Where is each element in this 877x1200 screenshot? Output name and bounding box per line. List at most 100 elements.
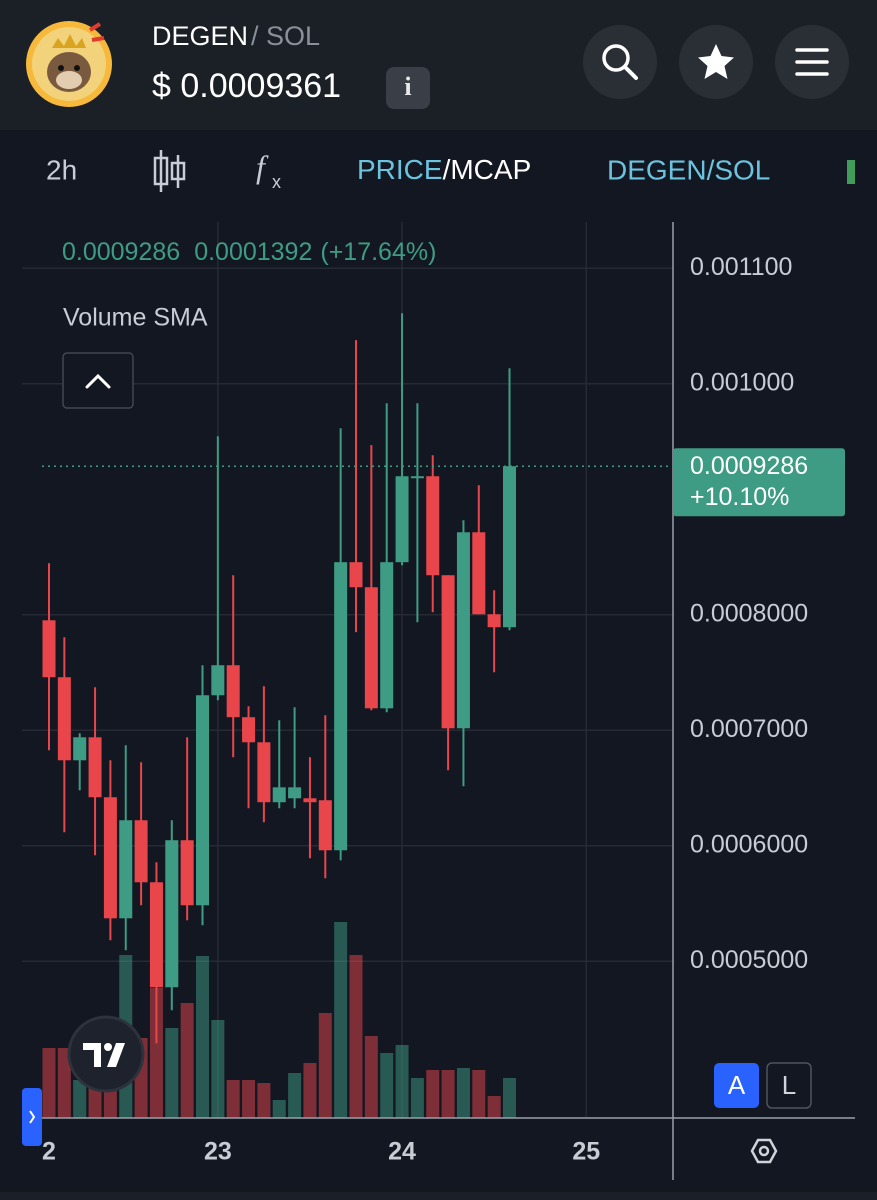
stat-change-pct: (+17.64%) bbox=[320, 238, 436, 266]
volume-bar bbox=[303, 1063, 317, 1118]
candle-body bbox=[410, 476, 424, 479]
volume-bar bbox=[441, 1070, 455, 1118]
svg-text:x: x bbox=[272, 172, 281, 192]
candle-body bbox=[42, 620, 56, 678]
candle-body bbox=[73, 737, 87, 761]
y-tick-label: 0.0005000 bbox=[690, 946, 808, 974]
candle-body bbox=[487, 614, 501, 628]
candle-body bbox=[318, 800, 332, 851]
stat-change: 0.0001392 bbox=[194, 238, 312, 266]
indicator-legend: Volume SMA bbox=[63, 304, 208, 332]
pair-toggle[interactable]: DEGEN/SOL bbox=[607, 154, 770, 185]
candle-body bbox=[441, 575, 455, 729]
chart-type-button[interactable] bbox=[153, 150, 186, 192]
candle-body bbox=[303, 798, 317, 803]
volume-bar bbox=[272, 1100, 286, 1118]
last-price-label: 0.0009286 bbox=[690, 452, 808, 480]
quote-symbol: / SOL bbox=[251, 21, 320, 51]
volume-bar bbox=[211, 1020, 225, 1118]
token-avatar bbox=[26, 21, 112, 107]
volume-bar bbox=[472, 1070, 486, 1118]
candle-body bbox=[149, 882, 163, 988]
log-scale-label: L bbox=[782, 1070, 796, 1100]
tradingview-logo[interactable] bbox=[67, 1015, 145, 1093]
x-tick-label: 2 bbox=[42, 1138, 56, 1166]
side-panel-tab[interactable] bbox=[22, 1088, 42, 1146]
candle-body bbox=[242, 717, 256, 743]
volume-bar bbox=[73, 1080, 87, 1118]
axes: 0.001100 0.001000 0.0008000 0.0007000 0.0006… bbox=[42, 253, 845, 1166]
volume-bar bbox=[288, 1073, 302, 1118]
volume-bar bbox=[257, 1083, 271, 1118]
y-tick-label: 0.001000 bbox=[690, 368, 794, 396]
x-tick-label: 25 bbox=[572, 1138, 600, 1166]
stat-close: 0.0009286 bbox=[62, 238, 180, 266]
volume-bar bbox=[57, 1048, 71, 1118]
candle-body bbox=[349, 562, 363, 588]
x-tick-label: 24 bbox=[388, 1138, 416, 1166]
volume-bar bbox=[226, 1080, 240, 1118]
price-mcap-toggle[interactable]: PRICE/MCAP bbox=[357, 154, 531, 185]
log-scale-button[interactable]: L bbox=[766, 1062, 812, 1109]
volume-bar bbox=[364, 1036, 378, 1118]
token-price: $ 0.0009361 bbox=[152, 67, 341, 105]
y-tick-label: 0.0008000 bbox=[690, 599, 808, 627]
volume-bar bbox=[242, 1080, 256, 1118]
candle-body bbox=[119, 820, 133, 919]
last-price-badge bbox=[673, 448, 845, 517]
candle-body bbox=[503, 466, 516, 628]
last-price-change: +10.10% bbox=[690, 483, 789, 511]
candle-body bbox=[257, 742, 271, 803]
candle-body bbox=[57, 677, 71, 761]
candle-body bbox=[364, 587, 378, 709]
volume-bar bbox=[503, 1078, 516, 1118]
menu-button[interactable] bbox=[775, 25, 849, 99]
candle-body bbox=[88, 737, 102, 798]
candle-body bbox=[103, 797, 117, 919]
candle-body bbox=[180, 840, 194, 906]
info-button[interactable]: i bbox=[386, 67, 430, 109]
candle-body bbox=[456, 532, 470, 729]
volume-bar bbox=[149, 988, 163, 1118]
volume-bar bbox=[349, 955, 363, 1118]
candle-body bbox=[395, 476, 409, 563]
bottom-edge bbox=[0, 1192, 877, 1200]
svg-text:i: i bbox=[404, 72, 411, 101]
candle-body bbox=[380, 562, 394, 709]
volume-bar bbox=[318, 1013, 332, 1118]
x-tick-label: 23 bbox=[204, 1138, 232, 1166]
volume-bar bbox=[426, 1070, 440, 1118]
auto-scale-button[interactable]: A bbox=[714, 1063, 759, 1108]
collapse-legend-button[interactable] bbox=[62, 352, 134, 409]
mcap-option[interactable]: /MCAP bbox=[443, 154, 532, 185]
y-tick-label: 0.0007000 bbox=[690, 715, 808, 743]
candle-body bbox=[426, 476, 440, 576]
interval-button[interactable]: 2h bbox=[46, 154, 77, 185]
auto-scale-label: A bbox=[728, 1070, 746, 1100]
candle-body bbox=[334, 562, 348, 851]
volume-bar bbox=[165, 1028, 179, 1118]
candle-body bbox=[134, 820, 148, 883]
volume-bar bbox=[410, 1078, 424, 1118]
base-symbol: DEGEN bbox=[152, 21, 248, 51]
y-tick-label: 0.001100 bbox=[690, 253, 792, 281]
candle-body bbox=[288, 787, 302, 799]
volume-bar bbox=[42, 1048, 56, 1118]
volume-bar bbox=[487, 1096, 501, 1118]
volume-bar bbox=[456, 1068, 470, 1118]
price-option[interactable]: PRICE bbox=[357, 154, 443, 185]
candle-layer bbox=[42, 313, 516, 1044]
candle-body bbox=[196, 695, 209, 906]
settings-button[interactable] bbox=[750, 1138, 778, 1164]
search-button[interactable] bbox=[583, 25, 657, 99]
volume-bar bbox=[380, 1053, 394, 1118]
candle-body bbox=[272, 787, 286, 803]
candle-body bbox=[472, 532, 486, 615]
volume-bar bbox=[334, 922, 348, 1118]
favorite-button[interactable] bbox=[679, 25, 753, 99]
volume-bar bbox=[196, 956, 209, 1118]
volume-bar bbox=[395, 1045, 409, 1118]
toolbar-overflow bbox=[847, 160, 855, 184]
